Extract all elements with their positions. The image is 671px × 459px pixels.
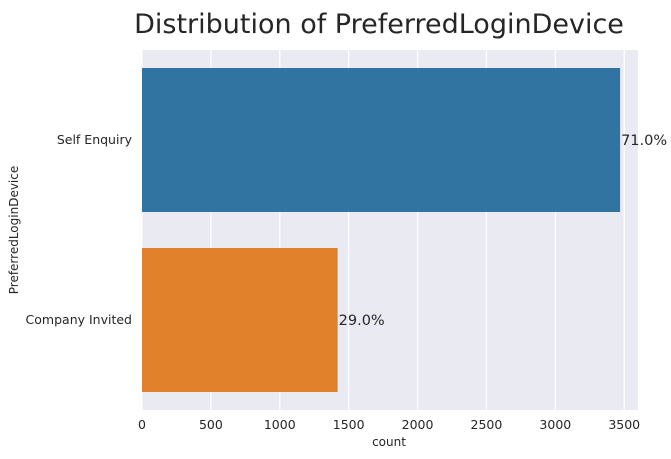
y-tick-label: Self Enquiry xyxy=(57,132,133,147)
x-tick-label: 2000 xyxy=(402,417,434,432)
data-labels: 71.0% 29.0% xyxy=(339,133,668,329)
x-tick-label: 0 xyxy=(138,417,146,432)
x-tick-label: 1500 xyxy=(333,417,365,432)
x-tick-label: 1000 xyxy=(264,417,296,432)
y-tick-label: Company Invited xyxy=(26,312,132,327)
data-label: 71.0% xyxy=(621,133,667,149)
data-label: 29.0% xyxy=(339,313,385,329)
x-tick-label: 3000 xyxy=(539,417,571,432)
bars xyxy=(142,68,621,392)
y-axis-label: PreferredLoginDevice xyxy=(7,166,21,295)
y-tick-labels: Self Enquiry Company Invited xyxy=(26,132,133,327)
x-tick-label: 3500 xyxy=(608,417,640,432)
x-tick-label: 500 xyxy=(199,417,223,432)
bar xyxy=(142,68,621,212)
x-tick-labels: 0 500 1000 1500 2000 2500 3000 3500 xyxy=(138,417,640,432)
chart-title: Distribution of PreferredLoginDevice xyxy=(134,9,624,40)
x-tick-label: 2500 xyxy=(471,417,503,432)
bar xyxy=(142,248,338,392)
x-axis-label: count xyxy=(372,435,406,449)
